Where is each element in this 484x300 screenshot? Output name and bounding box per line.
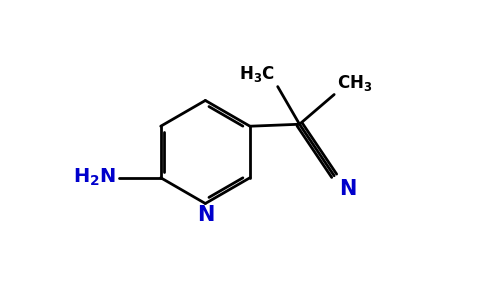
Text: $\mathregular{H_3C}$: $\mathregular{H_3C}$: [239, 64, 275, 84]
Text: $\mathregular{H_2N}$: $\mathregular{H_2N}$: [73, 167, 116, 188]
Text: $\mathregular{CH_3}$: $\mathregular{CH_3}$: [337, 73, 373, 92]
Text: N: N: [339, 179, 357, 199]
Text: N: N: [197, 206, 214, 226]
